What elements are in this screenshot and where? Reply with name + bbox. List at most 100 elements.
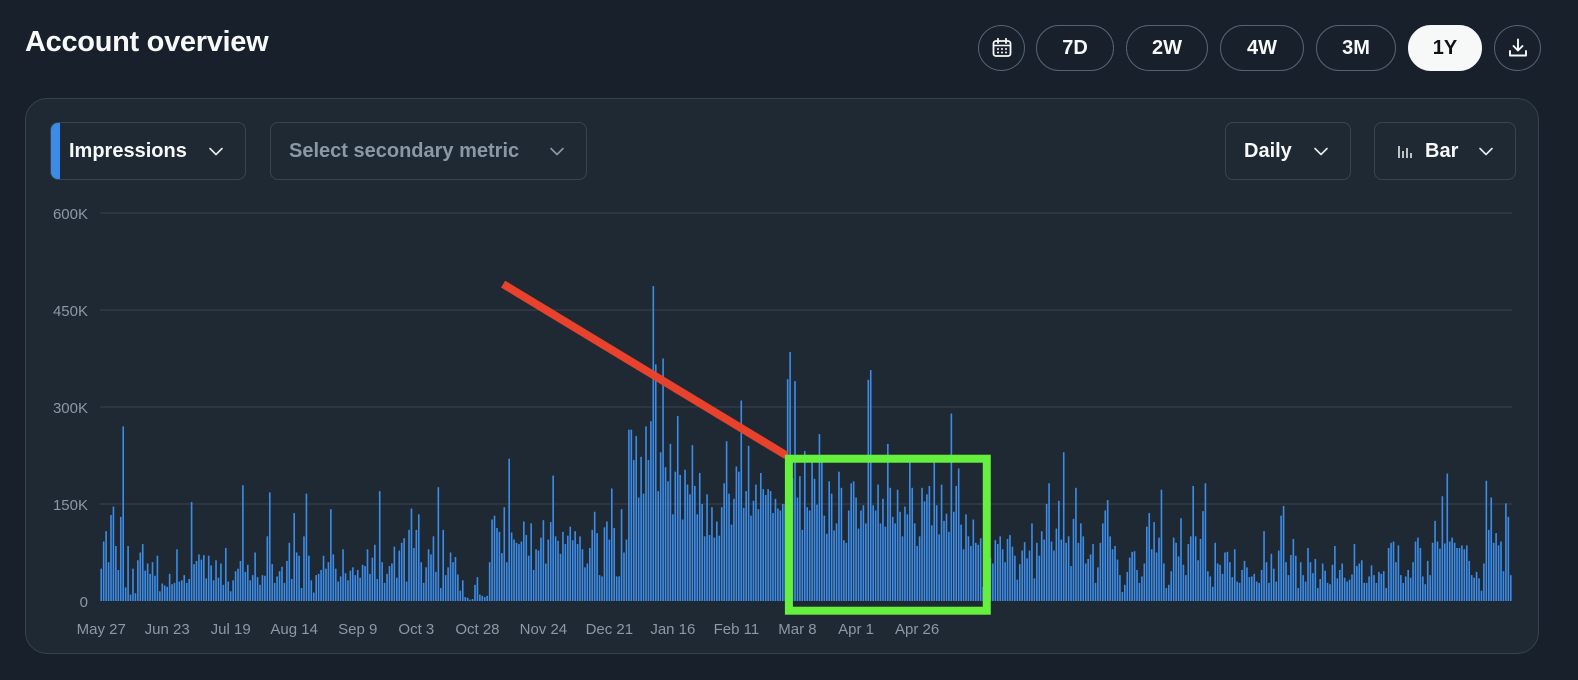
primary-metric-dropdown[interactable]: Impressions <box>50 122 246 180</box>
bar <box>461 580 464 601</box>
download-button[interactable] <box>1494 25 1541 71</box>
bar <box>1497 545 1500 601</box>
bar <box>1109 536 1111 601</box>
range-2w-button[interactable]: 2W <box>1126 25 1208 71</box>
bar <box>1055 528 1058 601</box>
bar <box>420 562 423 601</box>
bar <box>1277 550 1280 601</box>
bar <box>1478 578 1480 601</box>
bar <box>1373 575 1375 601</box>
bar <box>610 488 613 601</box>
bar <box>1468 560 1471 601</box>
interval-dropdown[interactable]: Daily <box>1225 122 1351 180</box>
bar <box>1297 588 1300 601</box>
bar <box>1461 545 1463 601</box>
bar <box>315 575 317 601</box>
bar <box>320 569 322 601</box>
bar <box>884 526 887 601</box>
bar <box>882 498 884 601</box>
bar <box>1463 549 1466 601</box>
bar <box>745 491 747 601</box>
bar <box>501 553 503 601</box>
bar <box>176 549 178 601</box>
bar <box>857 528 860 601</box>
bar <box>701 504 703 601</box>
page-title: Account overview <box>25 26 269 58</box>
bar <box>110 514 112 601</box>
bar <box>1407 569 1409 601</box>
bar <box>698 472 701 601</box>
bar <box>1209 576 1212 601</box>
bar <box>1441 496 1444 601</box>
bar <box>1353 544 1356 601</box>
bar <box>1128 557 1131 601</box>
bar <box>733 498 735 601</box>
bar <box>271 564 274 601</box>
calendar-button[interactable] <box>978 25 1025 71</box>
bar <box>124 587 127 601</box>
bar <box>249 580 252 601</box>
bar <box>459 590 462 601</box>
chart-type-dropdown[interactable]: Bar <box>1374 122 1516 180</box>
download-icon <box>1508 38 1527 57</box>
bar <box>254 552 256 601</box>
bar <box>918 536 921 601</box>
bar <box>378 491 381 601</box>
bar <box>166 586 168 601</box>
bar <box>703 536 706 601</box>
bar <box>444 575 447 601</box>
range-7d-button[interactable]: 7D <box>1036 25 1114 71</box>
bar <box>156 555 159 601</box>
bar <box>957 468 960 601</box>
bar <box>1050 541 1053 601</box>
bar <box>996 544 999 601</box>
bar <box>581 549 584 601</box>
bar <box>674 471 677 601</box>
bar <box>510 532 513 601</box>
bar <box>520 541 523 601</box>
bar <box>632 460 635 601</box>
range-3m-button[interactable]: 3M <box>1316 25 1396 71</box>
bar <box>596 533 598 601</box>
bar <box>1062 452 1065 601</box>
bar <box>449 552 452 601</box>
bar <box>1211 586 1214 601</box>
bar <box>867 379 870 601</box>
bar <box>163 585 166 601</box>
range-1y-button[interactable]: 1Y <box>1408 25 1482 71</box>
bar <box>222 584 225 601</box>
bar <box>408 529 410 601</box>
secondary-metric-dropdown[interactable]: Select secondary metric <box>270 122 587 180</box>
bar <box>835 523 838 601</box>
bar <box>1058 500 1060 601</box>
bar <box>1509 575 1512 601</box>
bar <box>896 489 899 601</box>
bar <box>823 515 826 601</box>
bar <box>979 538 982 601</box>
bar <box>943 520 945 601</box>
bar <box>246 564 249 601</box>
bar <box>159 591 161 601</box>
x-tick-label: Jun 23 <box>145 621 190 638</box>
bar <box>1236 581 1238 601</box>
bar <box>410 508 413 601</box>
bar <box>1092 544 1094 601</box>
bar <box>151 562 154 601</box>
bar <box>1260 569 1263 601</box>
bar <box>403 538 405 601</box>
bar <box>1397 545 1400 601</box>
bar <box>1016 579 1019 601</box>
bar <box>322 555 325 601</box>
bar <box>1009 535 1011 601</box>
bar <box>1253 573 1256 601</box>
bar <box>843 540 845 601</box>
bar <box>1111 549 1114 601</box>
bar <box>442 529 445 601</box>
bar <box>303 536 305 601</box>
bar <box>168 573 171 601</box>
bar <box>1104 510 1107 601</box>
bar <box>244 571 247 601</box>
bar <box>527 555 530 601</box>
bar <box>354 575 357 601</box>
range-4w-button[interactable]: 4W <box>1220 25 1304 71</box>
